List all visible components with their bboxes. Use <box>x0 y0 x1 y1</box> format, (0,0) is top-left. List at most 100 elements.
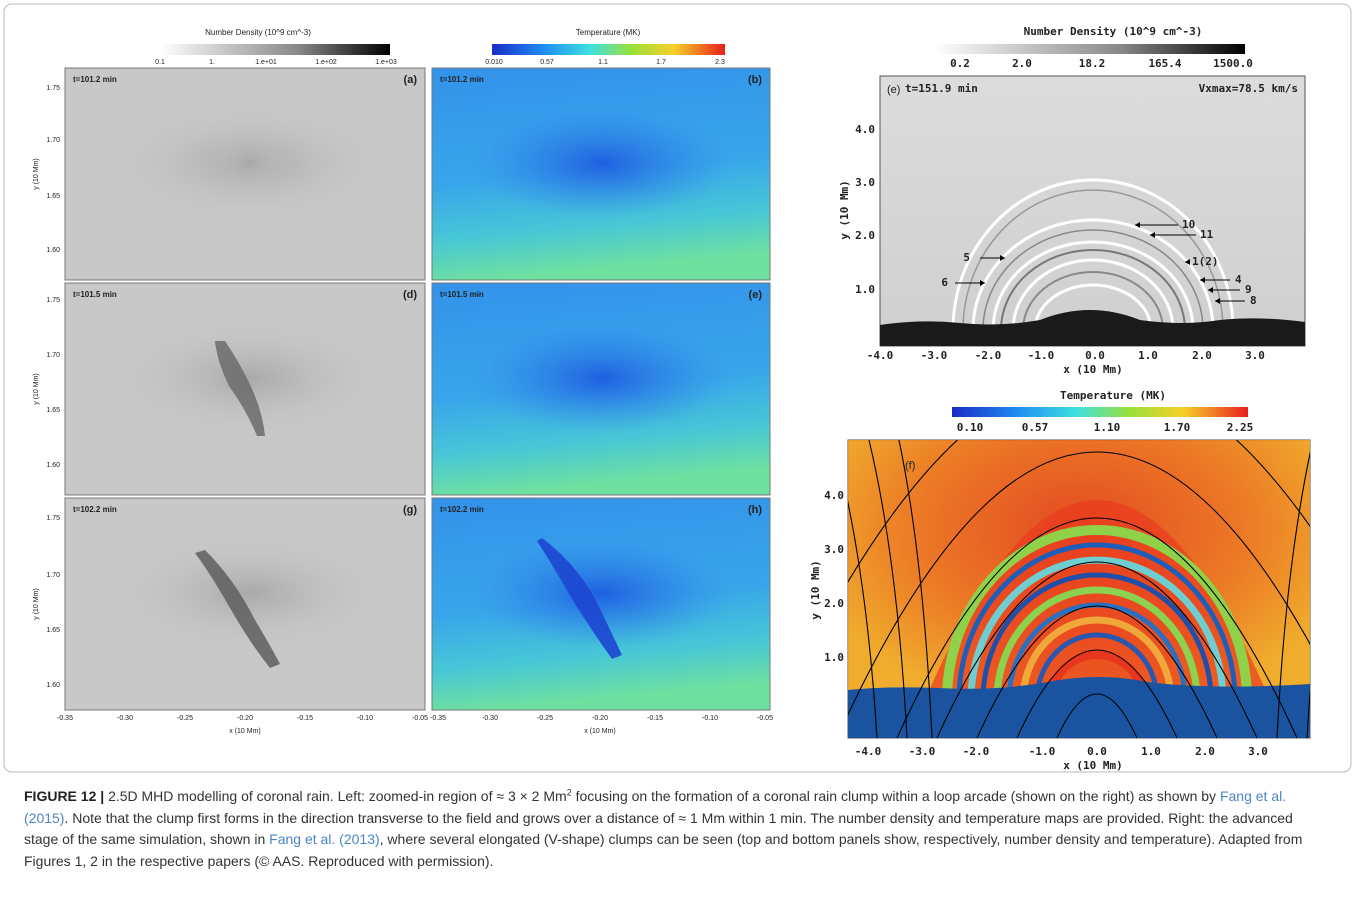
y-tick-label: 1.0 <box>855 283 875 296</box>
colorbar-tick-label: 1.7 <box>656 59 666 66</box>
colorbar-tick-label: 1.70 <box>1164 421 1191 434</box>
field-line <box>976 605 1218 738</box>
caption: FIGURE 12 | 2.5D MHD modelling of corona… <box>24 786 1324 872</box>
x-tick-label: -0.35 <box>430 715 446 722</box>
colorbar-tick-label: 1.e+03 <box>375 59 397 66</box>
colorbar-title: Number Density (10^9 cm^-3) <box>1024 25 1203 38</box>
loop <box>962 189 1224 331</box>
map-panel: t=101.5 min (e) <box>431 282 771 496</box>
x-tick-label: 1.0 <box>1138 349 1158 362</box>
x-tick-label: -0.25 <box>177 715 193 722</box>
colorbar-tick-label: 1. <box>209 59 215 66</box>
density-halo <box>110 533 390 653</box>
figure-frame <box>3 3 1352 773</box>
colorbar-tick-label: 2.3 <box>715 59 725 66</box>
map-panel: t=102.2 min (h) <box>431 497 771 711</box>
annotation: 9 <box>1245 283 1252 296</box>
colorbar-tick-label: 1500.0 <box>1213 57 1253 70</box>
y-axis-label: y (10 Mm) <box>33 588 40 620</box>
loop <box>1022 271 1164 331</box>
y-tick-label: 1.70 <box>46 352 60 359</box>
map-panel: t=101.5 min (d) <box>64 282 426 496</box>
map-panel: t=101.2 min (a) <box>64 67 426 281</box>
density-clump <box>195 550 280 668</box>
loop <box>991 240 1195 331</box>
arrow-head <box>1200 277 1205 283</box>
arrow-head <box>1185 259 1190 265</box>
x-tick-label: -0.10 <box>357 715 373 722</box>
x-tick-label: -0.20 <box>592 715 608 722</box>
time-label: t=151.9 min <box>905 82 978 95</box>
density-clump <box>215 341 265 436</box>
y-tick-label: 1.65 <box>46 627 60 634</box>
thermal-loop <box>956 542 1238 701</box>
colorbar-tick-label: 1.1 <box>598 59 608 66</box>
x-tick-label: -2.0 <box>963 745 990 758</box>
colorbar-tick-label: 2.25 <box>1227 421 1254 434</box>
x-tick-label: -0.35 <box>57 715 73 722</box>
arrow-head <box>1135 222 1140 228</box>
reference-link[interactable]: Fang et al. (2013) <box>269 831 380 847</box>
x-tick-label: -4.0 <box>855 745 882 758</box>
thermal-loop <box>1006 602 1188 701</box>
x-tick-label: -0.30 <box>482 715 498 722</box>
colorbar-title: Number Density (10^9 cm^-3) <box>205 28 311 37</box>
colorbar-tick-label: 0.10 <box>957 421 984 434</box>
colorbar-tick-label: 0.57 <box>540 59 554 66</box>
y-tick-label: 1.70 <box>46 572 60 579</box>
density-clump <box>210 133 290 193</box>
annotation: 5 <box>963 251 970 264</box>
caption-text: , where several elongated (V-shape) clum… <box>24 831 1303 869</box>
y-tick-label: 1.60 <box>46 682 60 689</box>
caption-superscript: 2 <box>566 787 572 798</box>
panel-label: (b) <box>748 74 762 86</box>
y-axis-label: y (10 Mm) <box>838 180 851 240</box>
annotation: 10 <box>1182 218 1195 231</box>
colorbar <box>492 44 725 55</box>
x-tick-label: -0.05 <box>412 715 428 722</box>
colorbar-tick-label: 0.010 <box>485 59 503 66</box>
panel-label: (h) <box>748 504 762 516</box>
time-label: t=101.5 min <box>73 290 117 299</box>
caption-text: focusing on the formation of a coronal r… <box>575 788 1217 804</box>
y-tick-label: 1.75 <box>46 297 60 304</box>
thermal-loop <box>1019 616 1175 701</box>
thermal-loop <box>967 556 1227 701</box>
x-tick-label: 0.0 <box>1087 745 1107 758</box>
arrow-head <box>1150 232 1155 238</box>
colorbar-tick-label: 0.57 <box>1022 421 1049 434</box>
annotation: 11 <box>1200 228 1214 241</box>
field-line <box>1276 451 1310 738</box>
colorbar <box>935 44 1245 54</box>
thermal-loop <box>993 586 1201 701</box>
vmax-label: Vxmax=78.5 km/s <box>1199 82 1298 95</box>
colorbar-tick-label: 0.2 <box>950 57 970 70</box>
x-tick-label: -2.0 <box>975 349 1002 362</box>
thermal-loop <box>1034 632 1160 701</box>
time-label: t=102.2 min <box>440 505 484 514</box>
arrow-head <box>980 280 985 286</box>
x-tick-label: -1.0 <box>1029 745 1056 758</box>
annotation: 6 <box>941 276 948 289</box>
loop <box>971 218 1215 331</box>
x-tick-label: -0.05 <box>757 715 773 722</box>
y-tick-label: 2.0 <box>824 597 844 610</box>
y-tick-label: 4.0 <box>855 123 875 136</box>
y-tick-label: 2.0 <box>855 229 875 242</box>
arrow-head <box>1208 287 1213 293</box>
figure-content: Number Density (10^9 cm^-3) 0.1 1. 1.e+01 1.… <box>33 25 1311 772</box>
x-axis-label: x (10 Mm) <box>229 728 261 735</box>
time-label: t=101.2 min <box>73 75 117 84</box>
x-tick-label: -4.0 <box>867 349 894 362</box>
chromosphere <box>880 310 1305 346</box>
loop <box>951 178 1235 331</box>
y-axis-label: y (10 Mm) <box>809 560 822 620</box>
y-tick-label: 1.75 <box>46 515 60 522</box>
figure: Number Density (10^9 cm^-3) 0.1 1. 1.e+01 1.… <box>3 3 1352 773</box>
reference-link[interactable]: Fang et al. (2015) <box>24 788 1287 826</box>
loops <box>880 178 1305 346</box>
x-tick-label: -0.20 <box>237 715 253 722</box>
x-tick-label: -3.0 <box>921 349 948 362</box>
panel-label: (e) <box>887 84 900 96</box>
